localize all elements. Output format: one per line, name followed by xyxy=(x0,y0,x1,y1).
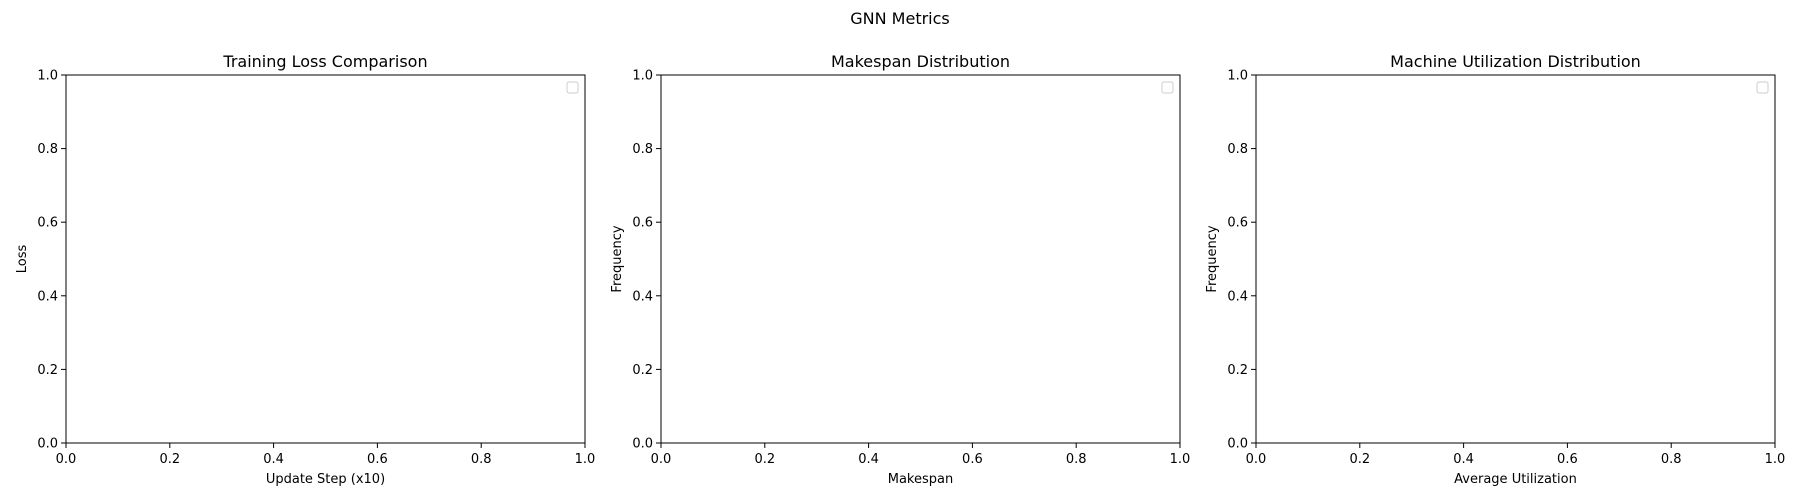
x-tick-label: 0.4 xyxy=(858,452,879,467)
plot-area xyxy=(660,74,1181,444)
y-tick-label: 0.0 xyxy=(632,437,653,452)
y-axis-label: Frequency xyxy=(1205,225,1220,292)
x-tick-label: 0.2 xyxy=(159,452,180,467)
x-axis-label: Makespan xyxy=(888,472,953,487)
y-tick-label: 0.6 xyxy=(1227,216,1248,231)
plot-area xyxy=(1255,74,1776,444)
y-tick-label: 0.8 xyxy=(632,142,653,157)
y-axis-label: Frequency xyxy=(610,225,625,292)
subplot-3: Machine Utilization Distribution 0.0 0.2 0.… xyxy=(1205,52,1785,487)
legend-box xyxy=(1161,81,1174,94)
x-tick-label: 0.2 xyxy=(1349,452,1370,467)
x-tick-label: 1.0 xyxy=(575,452,596,467)
y-tick-label: 1.0 xyxy=(1227,69,1248,84)
y-tick-label: 0.0 xyxy=(37,437,58,452)
y-tick-label: 0.8 xyxy=(37,142,58,157)
legend-box xyxy=(1756,81,1769,94)
x-tick-label: 1.0 xyxy=(1170,452,1191,467)
x-tick-label: 0.0 xyxy=(1246,452,1267,467)
y-tick-label: 0.0 xyxy=(1227,437,1248,452)
x-tick-label: 1.0 xyxy=(1765,452,1786,467)
x-axis-label: Average Utilization xyxy=(1454,472,1577,487)
x-tick-label: 0.6 xyxy=(367,452,388,467)
x-tick-label: 0.8 xyxy=(471,452,492,467)
subplot-1: Training Loss Comparison 0.0 0.2 0.4 0.6 0.8 1… xyxy=(15,52,595,487)
legend-box xyxy=(566,81,579,94)
subplot-2: Makespan Distribution 0.0 0.2 0.4 0.6 0.8 1.0 0… xyxy=(610,52,1190,487)
y-tick-label: 0.2 xyxy=(1227,363,1248,378)
x-tick-label: 0.6 xyxy=(1557,452,1578,467)
plot-area xyxy=(65,74,586,444)
y-tick-label: 1.0 xyxy=(632,69,653,84)
subplot-title: Makespan Distribution xyxy=(831,52,1010,71)
x-tick-label: 0.8 xyxy=(1661,452,1682,467)
x-tick-label: 0.4 xyxy=(263,452,284,467)
y-axis-label: Loss xyxy=(15,245,30,274)
y-tick-label: 1.0 xyxy=(37,69,58,84)
x-tick-label: 0.8 xyxy=(1066,452,1087,467)
figure-suptitle: GNN Metrics xyxy=(850,9,950,28)
subplot-title: Machine Utilization Distribution xyxy=(1390,52,1641,71)
x-tick-label: 0.4 xyxy=(1453,452,1474,467)
y-tick-label: 0.8 xyxy=(1227,142,1248,157)
subplot-title: Training Loss Comparison xyxy=(222,52,427,71)
y-tick-label: 0.6 xyxy=(632,216,653,231)
x-axis-label: Update Step (x10) xyxy=(266,472,385,487)
x-tick-label: 0.0 xyxy=(56,452,77,467)
x-tick-label: 0.2 xyxy=(754,452,775,467)
y-tick-label: 0.6 xyxy=(37,216,58,231)
subplots: Training Loss Comparison 0.0 0.2 0.4 0.6 0.8 1… xyxy=(15,52,1785,487)
x-tick-label: 0.6 xyxy=(962,452,983,467)
y-tick-label: 0.2 xyxy=(37,363,58,378)
y-tick-label: 0.4 xyxy=(37,289,58,304)
y-tick-label: 0.4 xyxy=(1227,289,1248,304)
y-tick-label: 0.2 xyxy=(632,363,653,378)
x-tick-label: 0.0 xyxy=(651,452,672,467)
y-tick-label: 0.4 xyxy=(632,289,653,304)
